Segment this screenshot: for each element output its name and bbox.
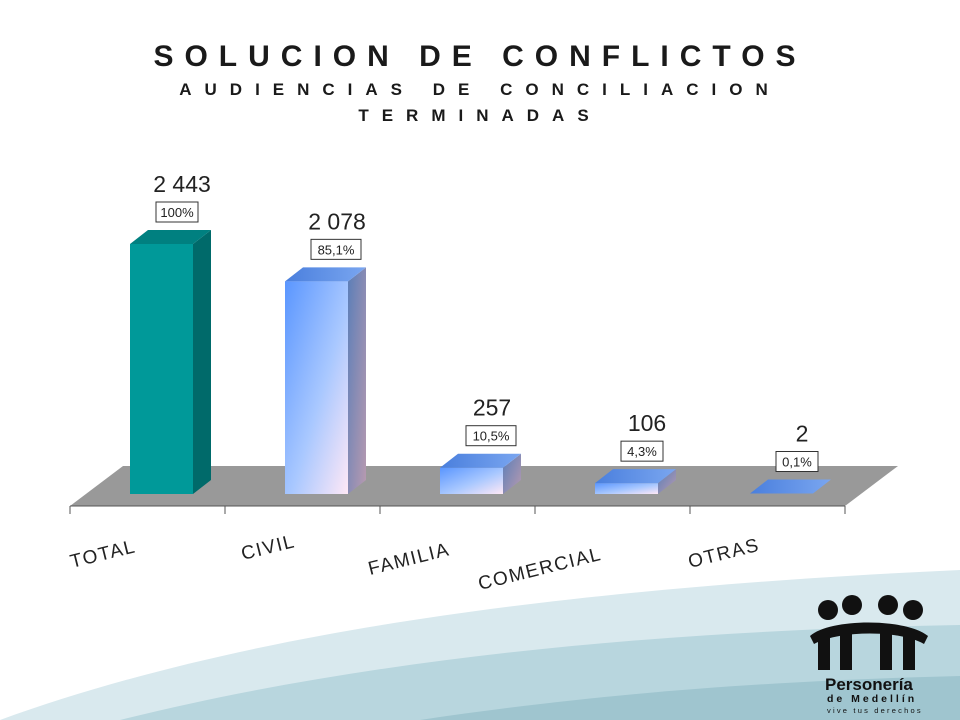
chart-subtitle-line1: AUDIENCIAS DE CONCILIACION: [179, 80, 781, 99]
bar-front: [130, 244, 193, 494]
bar-front: [440, 467, 503, 494]
value-label: 2: [796, 421, 809, 447]
percent-text: 10,5%: [473, 429, 510, 444]
bar-top: [130, 230, 211, 244]
percent-text: 0,1%: [782, 455, 812, 470]
bar-side: [193, 230, 211, 494]
percent-label: 10,5%: [465, 425, 517, 447]
value-label: 106: [628, 410, 666, 436]
bars: [130, 230, 831, 494]
percent-text: 85,1%: [318, 242, 355, 257]
personeria-logo: Personería de Medellín vive tus derechos: [810, 595, 928, 715]
bar-top: [440, 453, 521, 468]
logo-name-line2: de Medellín: [827, 693, 917, 705]
bar-side: [348, 267, 366, 494]
bar-familia: [440, 453, 521, 494]
bar-front: [595, 483, 658, 494]
chart-subtitle-line2: TERMINADAS: [358, 106, 602, 125]
percent-label: 85,1%: [310, 238, 362, 260]
background-waves: [0, 570, 960, 720]
bar-top: [750, 479, 831, 494]
value-label: 257: [473, 395, 511, 421]
percent-label: 0,1%: [775, 451, 819, 472]
percent-label: 100%: [155, 201, 199, 223]
bar-otras: [750, 479, 831, 494]
category-label: COMERCIAL: [476, 544, 604, 595]
category-labels: TOTAL CIVIL FAMILIA COMERCIAL OTRAS: [68, 531, 762, 595]
category-label: CIVIL: [239, 531, 297, 565]
people-icon: [810, 595, 928, 670]
bar-top: [595, 469, 676, 484]
data-labels: 100% 2 443 85,1% 2 078 10,5% 257 4,3% 106 0,1% 2: [153, 171, 819, 472]
bar-front: [285, 281, 348, 494]
logo-name-line1: Personería: [825, 675, 913, 694]
percent-label: 4,3%: [620, 440, 664, 462]
category-label: FAMILIA: [366, 539, 452, 580]
bar-civil: [285, 267, 366, 494]
bar-top: [285, 267, 366, 282]
bar-side: [658, 469, 676, 494]
x-axis-ticks: [69, 506, 846, 514]
logo-tagline: vive tus derechos: [827, 706, 923, 715]
chart-title: SOLUCION DE CONFLICTOS: [153, 40, 807, 73]
percent-text: 100%: [160, 205, 194, 220]
value-label: 2 443: [153, 171, 211, 197]
bar-total: [130, 230, 211, 494]
bar-comercial: [595, 469, 676, 494]
category-label: OTRAS: [686, 535, 762, 573]
value-label: 2 078: [308, 208, 366, 234]
category-label: TOTAL: [68, 536, 138, 573]
bar-side: [503, 453, 521, 494]
percent-text: 4,3%: [627, 444, 657, 459]
